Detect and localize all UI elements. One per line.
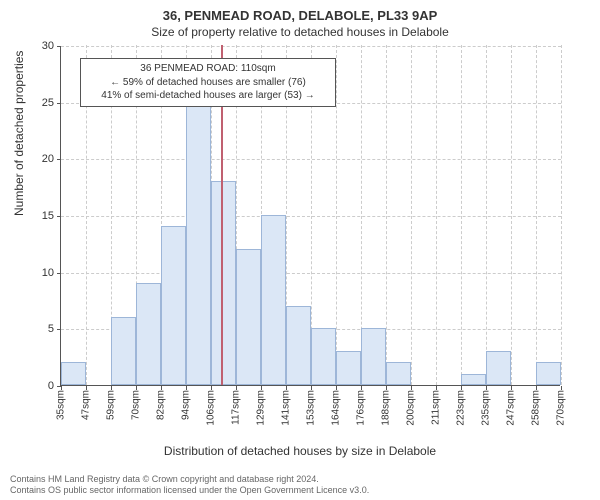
xtick-label: 247sqm (506, 390, 517, 426)
histogram-bar (461, 374, 486, 385)
histogram-bar (336, 351, 361, 385)
ytick-label: 5 (24, 323, 54, 335)
histogram-bar (386, 362, 411, 385)
xtick-label: 129sqm (256, 390, 267, 426)
xtick-label: 70sqm (131, 390, 142, 420)
xtick-label: 211sqm (431, 390, 442, 425)
ytick-label: 10 (24, 267, 54, 279)
info-line-2: ← 59% of detached houses are smaller (76… (87, 76, 329, 90)
histogram-bar (161, 226, 186, 385)
xtick-label: 188sqm (381, 390, 392, 426)
xtick-label: 82sqm (156, 390, 167, 420)
ytick-mark (57, 216, 61, 217)
histogram-bar (211, 181, 236, 385)
xtick-label: 141sqm (281, 390, 292, 426)
y-axis-label: Number of detached properties (12, 51, 26, 216)
gridline-v (336, 45, 337, 385)
gridline-v (411, 45, 412, 385)
info-line-3: 41% of semi-detached houses are larger (… (87, 89, 329, 103)
xtick-label: 106sqm (206, 390, 217, 426)
gridline-v (436, 45, 437, 385)
ytick-label: 20 (24, 153, 54, 165)
xtick-label: 153sqm (306, 390, 317, 426)
ytick-mark (57, 46, 61, 47)
histogram-bar (536, 362, 561, 385)
xtick-label: 258sqm (531, 390, 542, 426)
histogram-bar (236, 249, 261, 385)
gridline-v (486, 45, 487, 385)
xtick-label: 235sqm (481, 390, 492, 426)
histogram-bar (311, 328, 336, 385)
histogram-bar (136, 283, 161, 385)
ytick-mark (57, 329, 61, 330)
histogram-bar (361, 328, 386, 385)
xtick-label: 270sqm (556, 390, 567, 426)
gridline-v (386, 45, 387, 385)
xtick-label: 200sqm (406, 390, 417, 426)
gridline-v (461, 45, 462, 385)
footnote: Contains HM Land Registry data © Crown c… (10, 474, 369, 497)
xtick-label: 35sqm (56, 390, 67, 420)
page-subtitle: Size of property relative to detached ho… (0, 23, 600, 39)
ytick-mark (57, 103, 61, 104)
info-line-1: 36 PENMEAD ROAD: 110sqm (87, 62, 329, 76)
histogram-bar (261, 215, 286, 385)
ytick-label: 25 (24, 97, 54, 109)
footnote-line-2: Contains OS public sector information li… (10, 485, 369, 496)
xtick-label: 59sqm (106, 390, 117, 420)
xtick-label: 223sqm (456, 390, 467, 426)
xtick-label: 164sqm (331, 390, 342, 426)
ytick-mark (57, 159, 61, 160)
x-axis-label: Distribution of detached houses by size … (0, 444, 600, 458)
xtick-label: 176sqm (356, 390, 367, 426)
ytick-label: 0 (24, 380, 54, 392)
histogram-bar (286, 306, 311, 385)
gridline-v (561, 45, 562, 385)
footnote-line-1: Contains HM Land Registry data © Crown c… (10, 474, 369, 485)
xtick-label: 47sqm (81, 390, 92, 420)
histogram-bar (486, 351, 511, 385)
ytick-mark (57, 273, 61, 274)
page-title: 36, PENMEAD ROAD, DELABOLE, PL33 9AP (0, 0, 600, 23)
histogram-bar (186, 102, 211, 385)
xtick-label: 94sqm (181, 390, 192, 420)
gridline-v (511, 45, 512, 385)
xtick-label: 117sqm (231, 390, 242, 425)
histogram-bar (61, 362, 86, 385)
gridline-v (536, 45, 537, 385)
ytick-label: 30 (24, 40, 54, 52)
info-box: 36 PENMEAD ROAD: 110sqm ← 59% of detache… (80, 58, 336, 107)
histogram-bar (111, 317, 136, 385)
ytick-label: 15 (24, 210, 54, 222)
